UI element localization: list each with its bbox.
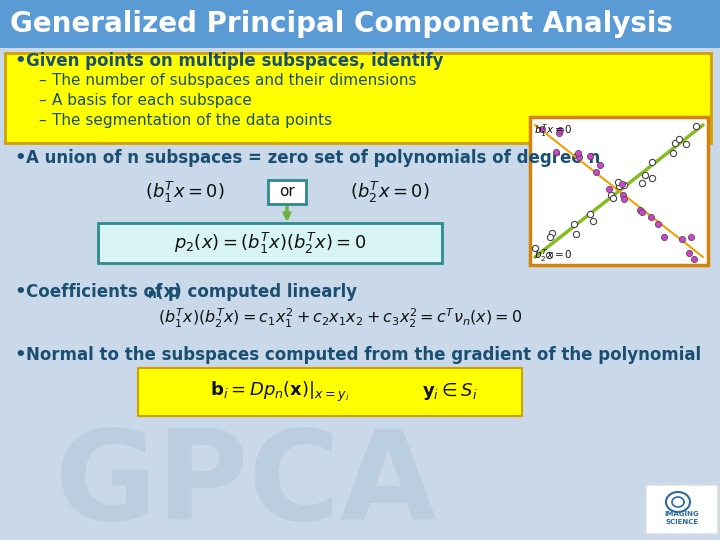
Text: Generalized Principal Component Analysis: Generalized Principal Component Analysis [10,10,673,38]
FancyBboxPatch shape [138,368,522,416]
FancyBboxPatch shape [268,180,306,204]
Text: The number of subspaces and their dimensions: The number of subspaces and their dimens… [52,72,416,87]
Text: A union of n subspaces = zero set of polynomials of degree n: A union of n subspaces = zero set of pol… [26,149,600,167]
Text: –: – [38,72,45,87]
Text: IMAGING
SCIENCE: IMAGING SCIENCE [665,511,699,525]
FancyBboxPatch shape [646,485,718,534]
Text: $b_2^{T}x = 0$: $b_2^{T}x = 0$ [534,247,573,264]
Text: (x) computed linearly: (x) computed linearly [156,283,357,301]
Text: •: • [14,283,26,301]
Text: The segmentation of the data points: The segmentation of the data points [52,112,332,127]
FancyBboxPatch shape [98,223,442,263]
Text: $(b_2^T x = 0)$: $(b_2^T x = 0)$ [350,179,430,205]
Text: $(b_1^T x)(b_2^T x) = c_1 x_1^2 + c_2 x_1 x_2 + c_3 x_2^2 = c^T \nu_n(x) = 0$: $(b_1^T x)(b_2^T x) = c_1 x_1^2 + c_2 x_… [158,306,522,329]
Text: A basis for each subspace: A basis for each subspace [52,92,252,107]
FancyBboxPatch shape [530,117,708,265]
Text: $\mathbf{b}_i = Dp_n(\mathbf{x})|_{x=y_i}$: $\mathbf{b}_i = Dp_n(\mathbf{x})|_{x=y_i… [210,380,350,404]
Text: GPCA: GPCA [55,424,438,540]
Text: Given points on multiple subspaces, identify: Given points on multiple subspaces, iden… [26,52,444,70]
Text: n: n [148,288,157,301]
Text: •: • [14,149,26,167]
Text: $p_2(x) = (b_1^T x)(b_2^T x) = 0$: $p_2(x) = (b_1^T x)(b_2^T x) = 0$ [174,231,366,255]
Text: $b_1^{T}x = 0$: $b_1^{T}x = 0$ [534,122,573,139]
Text: –: – [38,92,45,107]
FancyBboxPatch shape [0,0,720,48]
FancyBboxPatch shape [5,53,711,143]
Text: •: • [14,346,26,364]
Text: •: • [14,52,26,70]
Text: $\mathbf{y}_i \in S_i$: $\mathbf{y}_i \in S_i$ [422,381,478,402]
Text: Normal to the subspaces computed from the gradient of the polynomial: Normal to the subspaces computed from th… [26,346,701,364]
Text: Coefficients of p: Coefficients of p [26,283,180,301]
Text: –: – [38,112,45,127]
Text: $(b_1^T x = 0)$: $(b_1^T x = 0)$ [145,179,225,205]
Text: or: or [279,185,295,199]
